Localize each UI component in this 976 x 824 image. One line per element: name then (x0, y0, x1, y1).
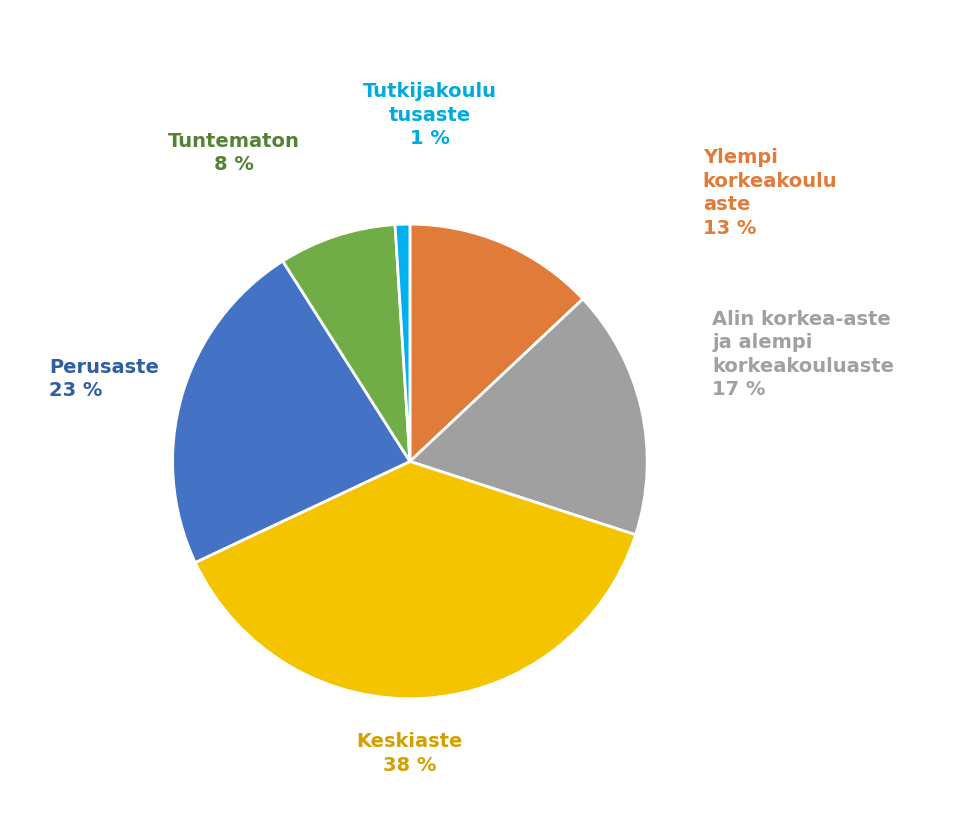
Wedge shape (395, 224, 410, 461)
Text: Keskiaste
38 %: Keskiaste 38 % (357, 732, 463, 775)
Text: Perusaste
23 %: Perusaste 23 % (49, 358, 159, 400)
Wedge shape (283, 225, 410, 461)
Text: Tuntematon
8 %: Tuntematon 8 % (168, 132, 301, 175)
Text: Ylempi
korkeakoulu
aste
13 %: Ylempi korkeakoulu aste 13 % (703, 148, 837, 238)
Text: Tutkijakoulu
tusaste
1 %: Tutkijakoulu tusaste 1 % (362, 82, 497, 148)
Wedge shape (410, 224, 583, 461)
Wedge shape (195, 461, 635, 699)
Wedge shape (173, 261, 410, 563)
Wedge shape (410, 299, 647, 535)
Text: Alin korkea-aste
ja alempi
korkeakouluaste
17 %: Alin korkea-aste ja alempi korkeakouluas… (712, 310, 894, 399)
